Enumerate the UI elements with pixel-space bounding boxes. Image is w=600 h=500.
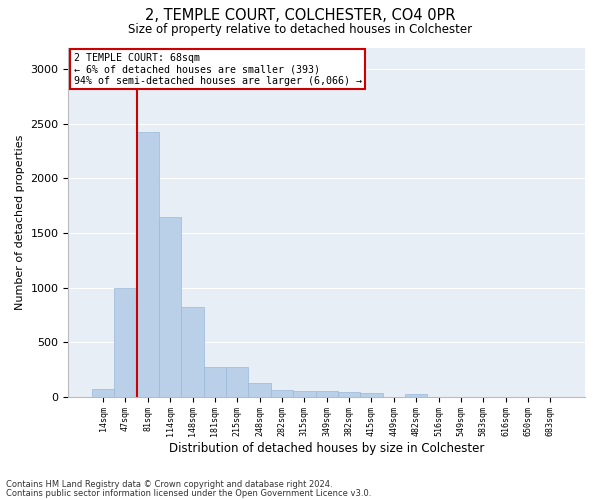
- Bar: [248, 382, 271, 396]
- Bar: [114, 288, 137, 397]
- Bar: [226, 368, 248, 396]
- Bar: [181, 307, 204, 396]
- Bar: [159, 216, 181, 396]
- Bar: [360, 394, 383, 396]
- Bar: [316, 392, 338, 396]
- Bar: [137, 132, 159, 396]
- Text: Size of property relative to detached houses in Colchester: Size of property relative to detached ho…: [128, 22, 472, 36]
- Text: Contains HM Land Registry data © Crown copyright and database right 2024.: Contains HM Land Registry data © Crown c…: [6, 480, 332, 489]
- Bar: [271, 390, 293, 396]
- Bar: [338, 392, 360, 396]
- Text: 2 TEMPLE COURT: 68sqm
← 6% of detached houses are smaller (393)
94% of semi-deta: 2 TEMPLE COURT: 68sqm ← 6% of detached h…: [74, 52, 362, 86]
- Bar: [293, 390, 316, 396]
- Bar: [405, 394, 427, 396]
- Text: 2, TEMPLE COURT, COLCHESTER, CO4 0PR: 2, TEMPLE COURT, COLCHESTER, CO4 0PR: [145, 8, 455, 22]
- Bar: [92, 389, 114, 396]
- Bar: [204, 366, 226, 396]
- Y-axis label: Number of detached properties: Number of detached properties: [15, 134, 25, 310]
- Text: Contains public sector information licensed under the Open Government Licence v3: Contains public sector information licen…: [6, 489, 371, 498]
- X-axis label: Distribution of detached houses by size in Colchester: Distribution of detached houses by size …: [169, 442, 484, 455]
